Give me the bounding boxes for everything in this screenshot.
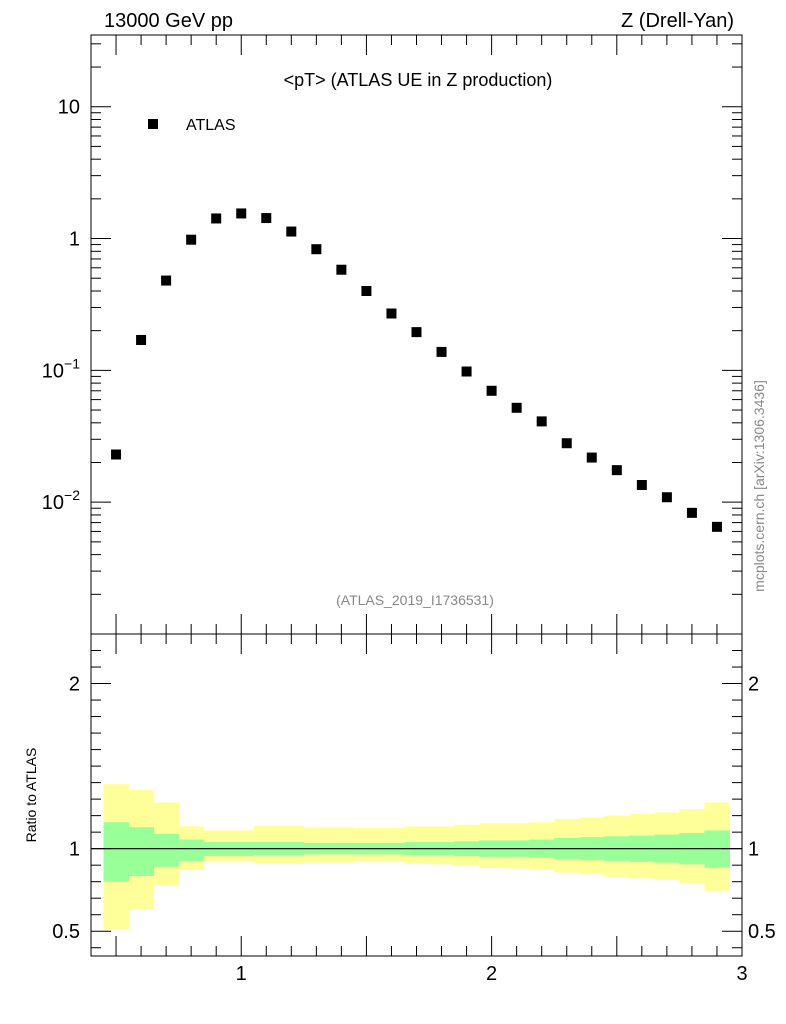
ratio-band-inner — [128, 827, 155, 876]
watermark: mcplots.cern.ch [arXiv:1306.3436] — [751, 380, 767, 592]
data-point — [611, 465, 622, 476]
data-point — [411, 327, 422, 338]
data-point — [161, 275, 172, 286]
y-tick-label: 1 — [69, 229, 80, 251]
x-tick-label: 2 — [486, 963, 497, 985]
ratio-y-axis-label: Ratio to ATLAS — [23, 748, 39, 843]
y-tick-label: 10 — [58, 97, 80, 119]
data-point — [386, 308, 397, 319]
ratio-y-tick-label-right: 0.5 — [748, 921, 776, 943]
data-point — [186, 234, 197, 245]
ratio-band-inner — [178, 839, 205, 862]
data-point — [336, 264, 347, 275]
data-point — [136, 334, 147, 345]
data-point — [211, 213, 222, 224]
ratio-y-tick-label-right: 2 — [748, 674, 759, 696]
data-point — [311, 244, 322, 255]
header-left: 13000 GeV pp — [104, 10, 233, 32]
ratio-y-tick-label-left: 1 — [69, 839, 80, 861]
data-point — [511, 402, 522, 413]
data-point — [711, 521, 722, 532]
legend-label: ATLAS — [186, 117, 236, 134]
data-point — [111, 449, 122, 460]
x-tick-label: 3 — [736, 963, 747, 985]
y-tick-label: 10−1 — [42, 355, 80, 382]
ratio-panel: 2 2 1 1 0.5 0.5 1 2 3 Ratio to ATLAS — [23, 633, 776, 985]
ratio-band-inner — [153, 833, 180, 867]
ratio-axis-ticks — [90, 634, 743, 956]
main-panel: 10 1 10−1 10−2 <pT> (ATLAS UE in Z producti… — [42, 34, 743, 635]
x-tick-labels: 1 2 3 — [236, 963, 748, 985]
ratio-band-inner — [103, 822, 130, 882]
data-point — [661, 492, 672, 503]
ratio-y-tick-labels: 2 2 1 1 0.5 0.5 — [52, 674, 776, 944]
data-point — [636, 479, 647, 490]
main-axis-ticks — [90, 35, 743, 635]
header-right: Z (Drell-Yan) — [621, 10, 734, 32]
ratio-bands — [103, 784, 730, 930]
ratio-y-tick-label-right: 1 — [748, 839, 759, 861]
data-point — [486, 385, 497, 396]
ratio-frame — [90, 633, 743, 957]
plot-title: <pT> (ATLAS UE in Z production) — [284, 70, 553, 90]
y-tick-label: 10−2 — [42, 487, 80, 514]
data-point — [686, 507, 697, 518]
ratio-y-tick-label-left: 0.5 — [52, 921, 80, 943]
data-point — [561, 438, 572, 449]
data-point — [586, 452, 597, 463]
data-point — [286, 226, 297, 237]
main-data-points — [111, 208, 722, 532]
data-point — [461, 366, 472, 377]
data-point — [261, 213, 272, 224]
data-point — [236, 208, 247, 219]
main-y-tick-labels: 10 1 10−1 10−2 — [42, 97, 80, 514]
legend-marker — [148, 119, 158, 129]
data-point — [436, 346, 447, 357]
ratio-y-tick-label-left: 2 — [69, 674, 80, 696]
data-point — [361, 285, 372, 296]
x-tick-label: 1 — [236, 963, 247, 985]
data-point — [536, 416, 547, 427]
analysis-id: (ATLAS_2019_I1736531) — [336, 592, 494, 608]
